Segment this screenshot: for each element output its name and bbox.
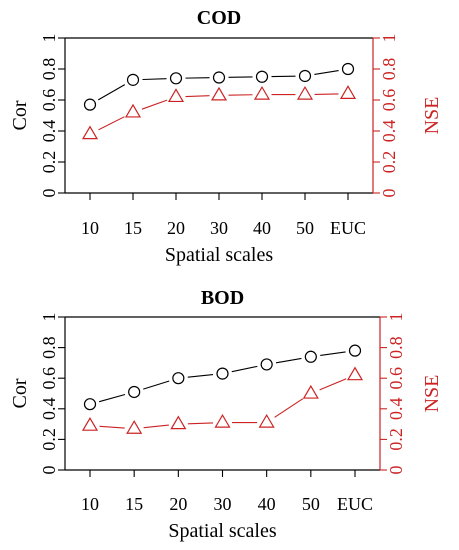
chart-title: COD <box>197 7 241 29</box>
nse-point <box>296 85 314 100</box>
x-tick-label: 40 <box>258 494 276 514</box>
x-tick-label: 20 <box>169 494 187 514</box>
nse-point <box>210 86 228 101</box>
x-tick-label: EUC <box>330 218 366 238</box>
y-left-tick-label: 0.8 <box>39 58 59 81</box>
cor-series-line <box>187 374 214 378</box>
nse-point <box>346 366 364 381</box>
nse-point <box>167 88 185 103</box>
nse-series-line <box>319 378 347 391</box>
x-tick-label: 10 <box>81 494 99 514</box>
x-tick-label: 30 <box>210 218 228 238</box>
cor-series-line <box>142 78 167 81</box>
y-left-tick-label: 0 <box>39 189 59 198</box>
x-axis-label: Spatial scales <box>165 244 274 266</box>
nse-point <box>258 413 275 428</box>
y-right-tick-label: 0.2 <box>379 151 399 174</box>
cor-series-line <box>99 393 126 403</box>
y-left-axis-label: Cor <box>9 100 31 130</box>
cor-point <box>126 73 140 86</box>
nse-series-line <box>98 116 125 131</box>
nse-series-line <box>274 398 304 418</box>
y-right-axis-label: NSE <box>421 375 443 413</box>
cor-point <box>255 70 269 83</box>
y-left-axis-label: Cor <box>9 378 31 408</box>
y-right-tick-label: 0 <box>386 466 406 475</box>
nse-series-line <box>185 95 210 98</box>
x-tick-label: 10 <box>81 218 99 238</box>
y-left-tick-label: 0.4 <box>39 120 59 143</box>
y-right-tick-label: 0.2 <box>386 428 406 451</box>
cor-point <box>260 358 273 371</box>
cor-series-line <box>275 357 302 364</box>
y-right-tick-label: 1 <box>386 313 406 322</box>
y-left-tick-label: 1 <box>39 34 59 43</box>
x-tick-label: 50 <box>302 494 320 514</box>
cor-series-line <box>320 351 346 357</box>
x-tick-label: 15 <box>125 494 143 514</box>
y-right-tick-label: 0.6 <box>386 367 406 390</box>
cor-point <box>341 62 355 76</box>
cor-series-line <box>231 365 258 373</box>
y-right-tick-label: 0 <box>379 189 399 198</box>
y-right-axis-label: NSE <box>421 97 443 135</box>
nse-series-line <box>99 425 125 429</box>
x-axis-label: Spatial scales <box>168 520 277 542</box>
y-right-tick-label: 0.4 <box>379 120 399 143</box>
nse-point <box>124 103 142 118</box>
x-tick-label: 50 <box>296 218 314 238</box>
x-tick-label: 30 <box>214 494 232 514</box>
cor-series-line <box>314 69 339 75</box>
nse-series-line <box>141 99 168 110</box>
nse-series-line <box>187 422 214 425</box>
y-left-tick-label: 0.2 <box>39 428 59 451</box>
cor-point <box>216 367 229 380</box>
chart-title: BOD <box>201 287 244 309</box>
nse-point <box>81 416 99 431</box>
y-right-tick-label: 0.6 <box>379 89 399 112</box>
y-right-tick-label: 1 <box>379 34 399 43</box>
x-tick-label: EUC <box>337 494 373 514</box>
y-left-tick-label: 1 <box>39 313 59 322</box>
cor-point <box>298 69 312 83</box>
y-right-tick-label: 0.8 <box>379 58 399 81</box>
nse-point <box>170 415 187 430</box>
y-right-tick-label: 0.8 <box>386 336 406 359</box>
nse-series-line <box>143 424 169 429</box>
y-left-tick-label: 0.6 <box>39 89 59 112</box>
y-left-tick-label: 0.4 <box>39 398 59 421</box>
y-left-tick-label: 0.6 <box>39 367 59 390</box>
y-left-tick-label: 0 <box>39 466 59 475</box>
nse-point <box>126 420 143 434</box>
x-tick-label: 20 <box>167 218 185 238</box>
cor-point <box>348 344 362 357</box>
cor-series-line <box>143 380 170 390</box>
cor-point <box>128 385 141 399</box>
nse-point <box>81 125 99 140</box>
cor-point <box>83 398 97 411</box>
cor-point <box>304 350 317 363</box>
nse-point <box>339 85 357 99</box>
x-tick-label: 15 <box>124 218 142 238</box>
nse-point <box>253 85 271 100</box>
y-right-tick-label: 0.4 <box>386 398 406 421</box>
cor-point <box>83 98 97 111</box>
cor-series-line <box>97 84 126 101</box>
nse-point <box>214 413 231 428</box>
x-tick-label: 40 <box>253 218 271 238</box>
cor-point <box>172 372 185 385</box>
cor-point <box>169 72 183 85</box>
y-left-tick-label: 0.2 <box>39 151 59 174</box>
y-left-tick-label: 0.8 <box>39 336 59 359</box>
nse-point <box>302 384 319 399</box>
cor-point <box>212 71 226 84</box>
